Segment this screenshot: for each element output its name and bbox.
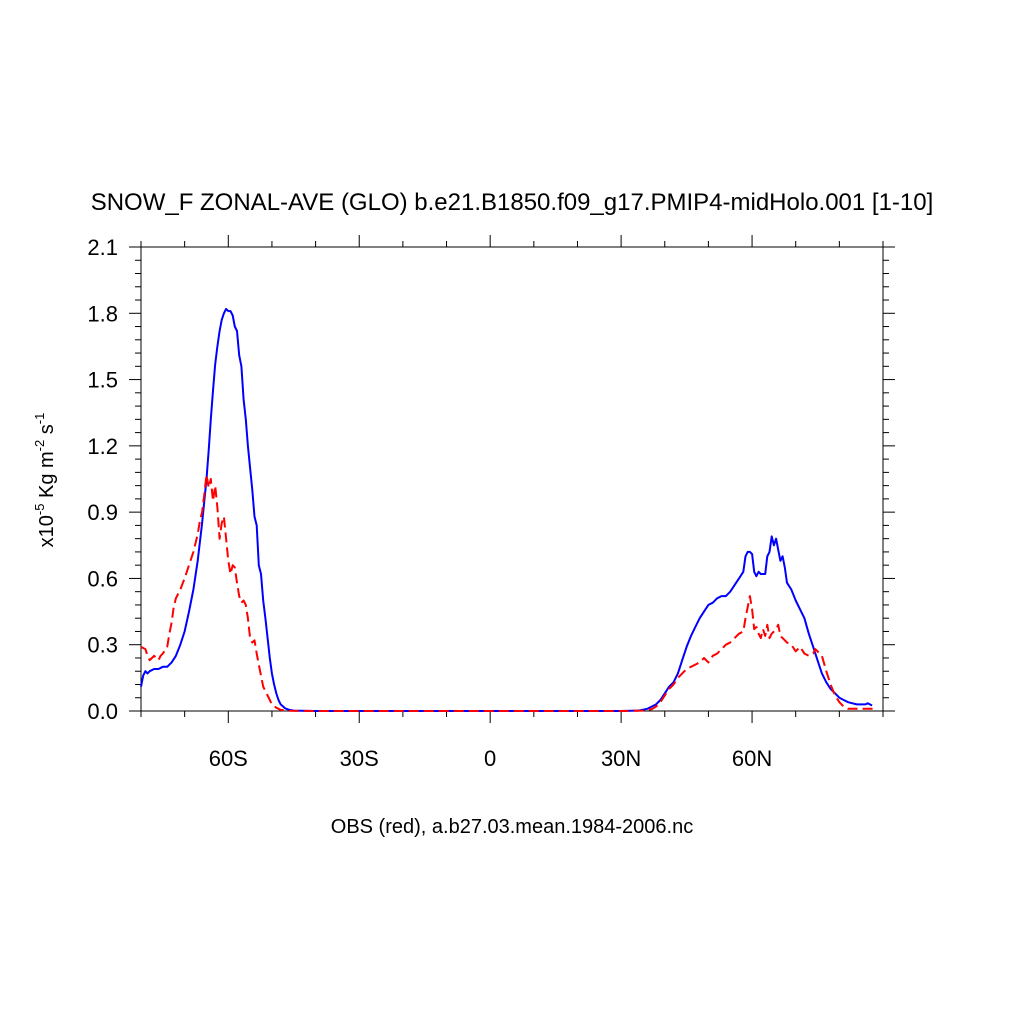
y-tick-label: 0.9 [87, 500, 118, 525]
x-tick-label: 30S [340, 746, 379, 771]
y-axis-label: x10-5 Kg m-2 s-1 [32, 413, 58, 548]
y-tick-labels: 0.0 0.3 0.6 0.9 1.2 1.5 1.8 2.1 [87, 235, 118, 724]
y-axis-label-mid: Kg m [36, 451, 58, 503]
series-line-model [140, 307, 873, 712]
series-line-obs [140, 473, 875, 712]
x-axis-label: OBS (red), a.b27.03.mean.1984-2006.nc [331, 816, 693, 838]
series-lines [140, 307, 875, 712]
x-tick-label: 30N [601, 746, 641, 771]
major-ticks [129, 235, 895, 723]
y-axis-label-exp1: -5 [32, 504, 47, 516]
x-tick-label: 0 [484, 746, 496, 771]
x-tick-label: 60N [732, 746, 772, 771]
y-tick-label: 2.1 [87, 235, 118, 260]
y-tick-label: 1.5 [87, 368, 118, 393]
chart-title: SNOW_F ZONAL-AVE (GLO) b.e21.B1850.f09_g… [91, 189, 934, 216]
y-tick-label: 0.0 [87, 699, 118, 724]
y-axis-label-mid2: s [36, 424, 58, 440]
y-tick-label: 0.6 [87, 566, 118, 591]
y-tick-label: 0.3 [87, 633, 118, 658]
minor-ticks [135, 241, 889, 717]
x-tick-label: 60S [209, 746, 248, 771]
x-tick-labels: 60S 30S 0 30N 60N [209, 746, 773, 771]
y-axis-label-exp3: -1 [32, 413, 47, 425]
y-axis-label-exp2: -2 [32, 440, 47, 452]
y-tick-label: 1.2 [87, 434, 118, 459]
y-axis-label-prefix: x10 [36, 515, 58, 547]
y-tick-label: 1.8 [87, 301, 118, 326]
